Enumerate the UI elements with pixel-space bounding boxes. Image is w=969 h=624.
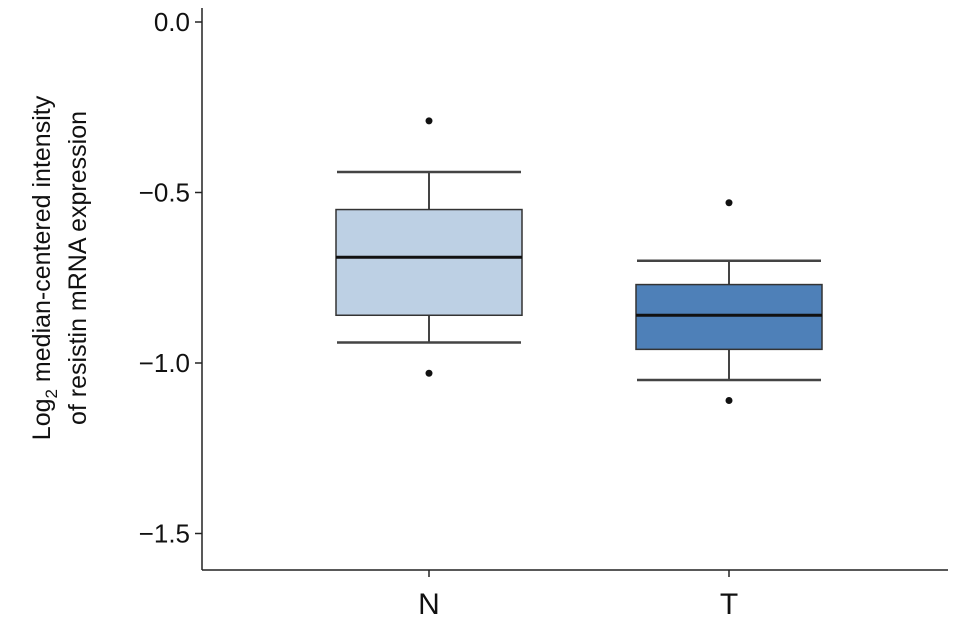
outlier-point (425, 117, 433, 125)
iqr-box (335, 208, 523, 317)
box-T (635, 199, 823, 405)
y-tick-label: −1.5 (139, 519, 190, 549)
x-tick-label: T (720, 588, 738, 621)
outlier-point (725, 199, 733, 207)
y-tick-label: −1.0 (139, 348, 190, 378)
outlier-point (425, 369, 433, 377)
y-axis-label-line1: Log2 median-centered intensity (28, 95, 61, 440)
iqr-box (635, 283, 823, 351)
y-axis-label: Log2 median-centered intensity of resist… (28, 95, 92, 440)
outlier-point (725, 397, 733, 405)
boxes (335, 117, 823, 405)
y-tick-label: −0.5 (139, 178, 190, 208)
box-N (335, 117, 523, 377)
y-axis-label-line2: of resistin mRNA expression (64, 111, 92, 425)
axes: 0.0 −0.5 −1.0 −1.5 N T (139, 7, 948, 621)
x-tick-label: N (418, 588, 440, 621)
y-tick-label: 0.0 (154, 7, 190, 37)
